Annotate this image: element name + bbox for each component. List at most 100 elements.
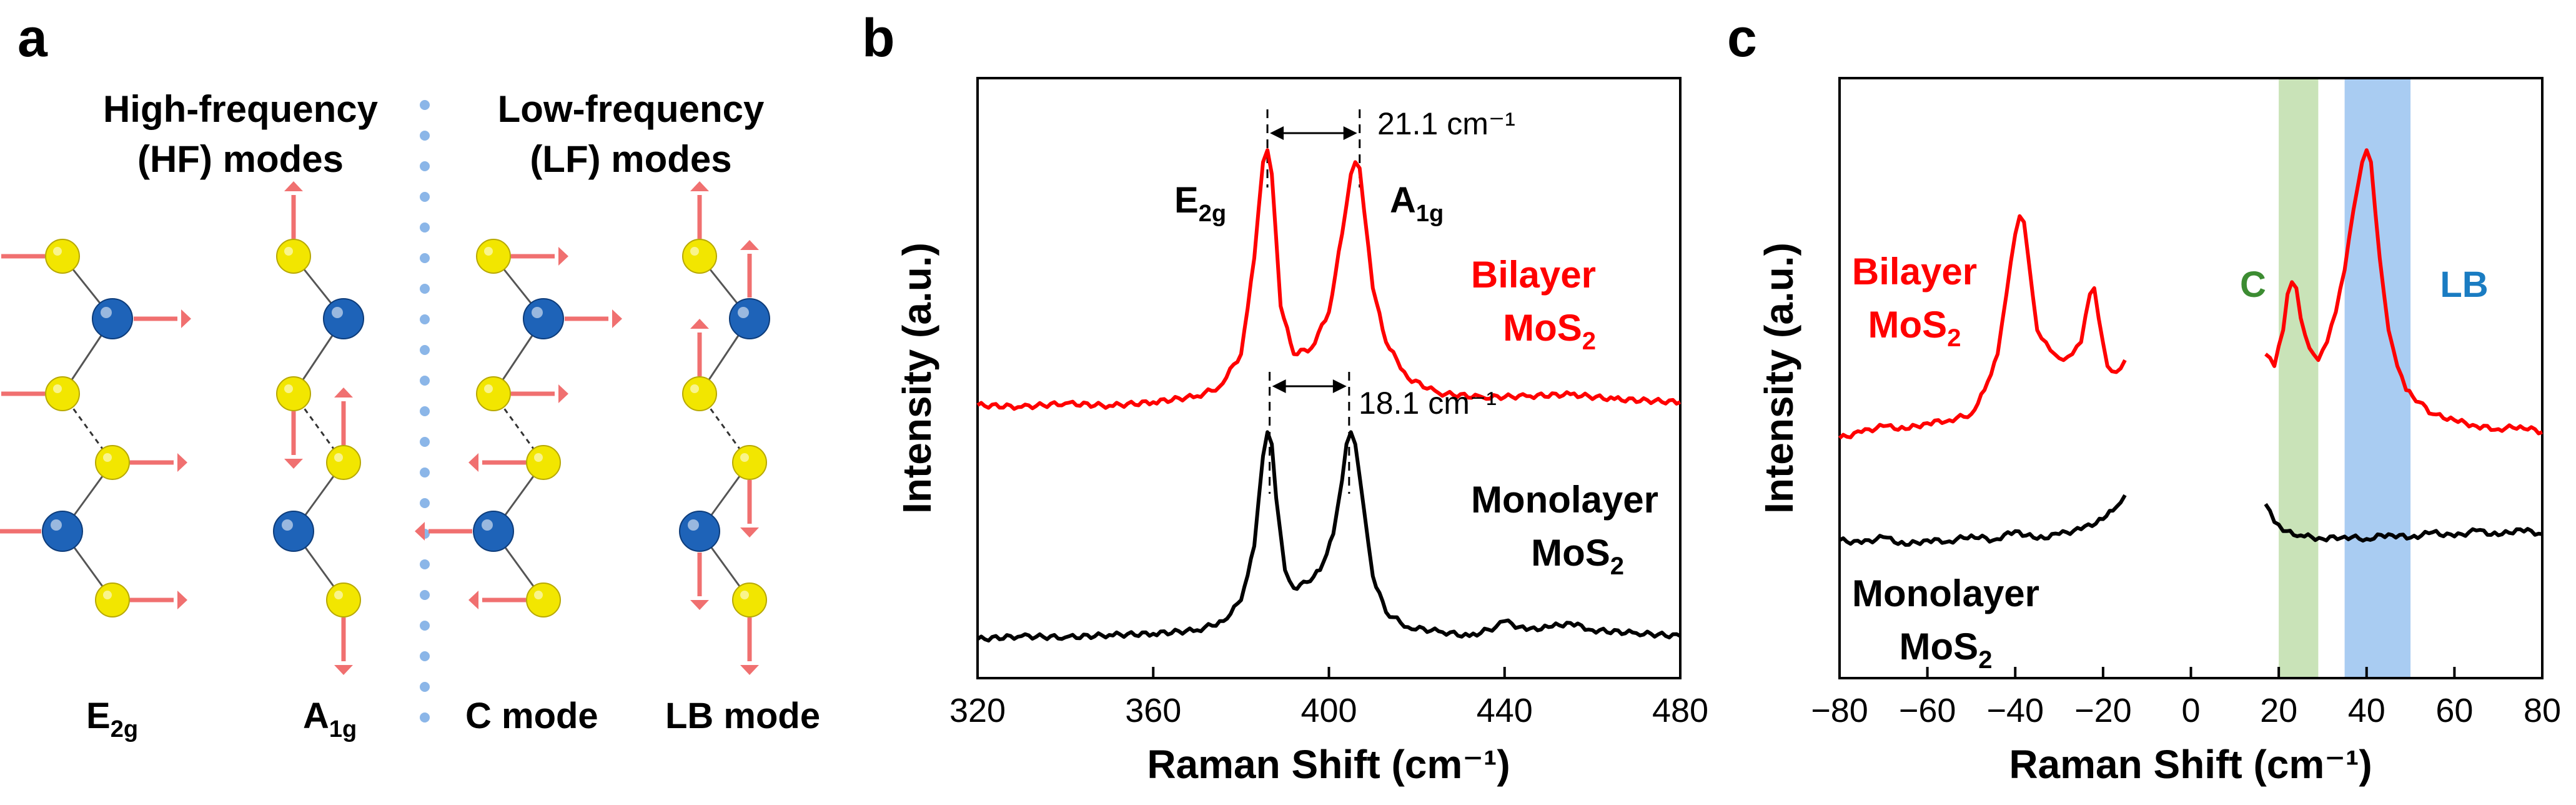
divider-dot-12: [420, 468, 430, 478]
divider-dot-7: [420, 314, 430, 324]
atom-highlight-0: [284, 247, 293, 256]
bilayer-arrowhead-right: [1343, 126, 1357, 140]
shaded-band-lb: [2344, 78, 2411, 678]
s-atom-5: [732, 582, 767, 618]
series-label-bilayer-c-line1: Bilayer: [1852, 251, 1977, 292]
divider-dot-20: [420, 712, 430, 722]
series-b: [976, 148, 1682, 642]
series-line-monolayer-c-seg0: [1838, 494, 2127, 547]
series-line-monolayer-c-seg1: [2264, 502, 2543, 543]
displacement-arrowhead-3: [468, 453, 478, 472]
divider-dot-6: [420, 284, 430, 294]
atom-highlight-0: [53, 247, 62, 256]
molecule-lb: [679, 181, 770, 675]
displacement-arrowhead-2: [558, 384, 568, 403]
x-ticks-c: −80 −60 −40 −20 0 20 40 60 80: [1811, 667, 2561, 729]
c-tick-label-1: −60: [1899, 692, 1956, 729]
s-atom-3: [326, 445, 361, 480]
panel-label-c: c: [1727, 8, 1757, 68]
mode-a1g-label: A1g: [303, 696, 357, 742]
c-tick-label-8: 80: [2524, 692, 2561, 729]
s-atom-3: [732, 445, 767, 480]
mo-atom-1: [92, 298, 133, 339]
displacement-arrowhead-1: [284, 459, 303, 469]
displacement-arrowhead-1: [612, 309, 622, 328]
atom-highlight-5: [534, 591, 543, 599]
s-atom-0: [682, 239, 717, 274]
x-ticks-b: 320 360 400 440 480: [949, 667, 1708, 729]
displacement-arrowhead-2: [690, 319, 709, 329]
atom-highlight-0: [690, 247, 699, 256]
shaded-band-c: [2279, 78, 2319, 678]
divider-dot-5: [420, 253, 430, 263]
lf-title-line1: Low-frequency: [498, 88, 765, 130]
panel-c-chart: −80 −60 −40 −20 0 20 40 60 80 Raman Shift (cm⁻¹)…: [1756, 77, 2561, 787]
series-label-monolayer-c-line1: Monolayer: [1852, 572, 2039, 614]
divider-dot-4: [420, 222, 430, 232]
displacement-arrowhead-3: [177, 453, 187, 472]
s-atom-3: [526, 445, 561, 480]
divider-dot-13: [420, 498, 430, 508]
atom-highlight-3: [534, 453, 543, 462]
hf-lf-divider: [420, 100, 430, 722]
y-axis-label-b: Intensity (a.u.): [894, 242, 939, 514]
displacement-arrowhead-5: [177, 591, 187, 609]
panel-label-b: b: [862, 8, 895, 68]
s-atom-5: [95, 582, 130, 618]
panel-label-a: a: [17, 8, 48, 68]
c-tick-label-7: 60: [2435, 692, 2473, 729]
peak-label-e2g: E2g: [1174, 180, 1226, 227]
lf-title-line2: (LF) modes: [530, 138, 731, 180]
mo-atom-1: [323, 298, 364, 339]
s-atom-0: [45, 239, 80, 274]
series-line-bilayer-c-seg1: [2264, 148, 2544, 436]
panel-b-chart: 320 360 400 440 480 Raman Shift (cm⁻¹) Inten…: [894, 77, 1708, 787]
s-atom-5: [526, 582, 561, 618]
atom-highlight-3: [740, 453, 749, 462]
mode-e2g-label: E2g: [86, 696, 138, 742]
atom-highlight-2: [690, 384, 699, 393]
displacement-arrowhead-2: [334, 388, 353, 398]
s-atom-2: [476, 376, 511, 411]
c-tick-label-3: −20: [2074, 692, 2132, 729]
hf-title-line1: High-frequency: [103, 88, 379, 130]
displacement-arrowhead-5: [468, 591, 478, 609]
mode-c-label: C mode: [465, 696, 598, 736]
divider-dot-10: [420, 406, 430, 416]
displacement-arrowhead-0: [284, 181, 303, 191]
divider-dot-15: [420, 559, 430, 569]
series-label-bilayer-b-line1: Bilayer: [1471, 254, 1596, 296]
b-tick-label-0: 320: [949, 692, 1006, 729]
molecule-c: [415, 239, 622, 618]
band-label-c: C: [2240, 264, 2266, 305]
divider-dot-2: [420, 161, 430, 171]
series-label-monolayer-b-line2: MoS2: [1531, 532, 1624, 580]
molecule-a1g: [273, 181, 364, 675]
b-tick-label-1: 360: [1125, 692, 1181, 729]
displacement-arrowhead-4: [415, 522, 425, 541]
atom-highlight-2: [53, 384, 62, 393]
b-tick-label-4: 480: [1652, 692, 1708, 729]
peak-label-a1g: A1g: [1390, 180, 1444, 227]
divider-dot-1: [420, 131, 430, 141]
atom-highlight-4: [482, 519, 493, 531]
spacing-label-bilayer: 21.1 cm⁻¹: [1377, 106, 1515, 141]
displacement-arrowhead-5: [740, 665, 759, 675]
atom-highlight-5: [103, 591, 112, 599]
atom-highlight-4: [282, 519, 293, 531]
displacement-arrowhead-1: [181, 309, 191, 328]
s-atom-0: [476, 239, 511, 274]
mo-atom-1: [729, 298, 770, 339]
s-atom-3: [95, 445, 130, 480]
divider-dot-9: [420, 376, 430, 386]
atom-highlight-3: [334, 453, 343, 462]
series-label-bilayer-c-line2: MoS2: [1868, 304, 1961, 352]
atom-highlight-5: [334, 591, 343, 599]
mo-atom-4: [473, 511, 514, 552]
displacement-arrowhead-4: [690, 600, 709, 610]
series-line-bilayer-c-seg0: [1838, 214, 2127, 440]
mo-atom-1: [523, 298, 564, 339]
plot-frame-b: [976, 77, 1682, 679]
monolayer-arrowhead-left: [1272, 379, 1286, 393]
series-line-monolayer-b: [976, 430, 1682, 642]
